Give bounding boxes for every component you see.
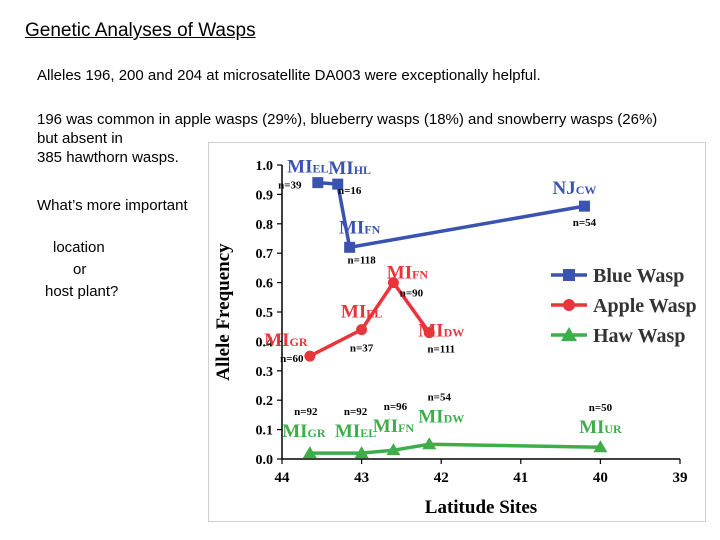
legend-label: Haw Wasp [593,325,685,347]
data-point [423,327,435,339]
site-label: MIGR [264,330,308,351]
x-tick-label: 43 [354,470,369,486]
site-label: MIFN [387,263,429,284]
allele-196-line-2: but absent in [37,130,123,147]
slide-title: Genetic Analyses of Wasps [25,20,256,41]
x-tick-label: 44 [275,470,291,486]
series-line [317,180,585,250]
data-point [386,443,401,456]
sample-size-label: n=16 [338,185,362,197]
y-tick-label: 0.5 [256,306,274,321]
importance-question: What’s more important [37,197,188,214]
x-tick-label: 39 [673,470,688,486]
legend-marker [563,269,575,281]
allele-196-paragraph: 196 was common in apple wasps (29%), blu… [37,110,717,167]
sample-size-label: n=90 [400,288,424,300]
legend-marker [563,299,575,311]
sample-size-label: n=37 [350,343,374,355]
chart-svg: 0.0 0.1 0.2 0.3 0.4 0.5 0.6 0.7 0.8 0.9 1.0 44 43 42 4… [213,157,697,518]
data-point [422,437,437,450]
site-subscript: CW [576,183,597,197]
site-subscript: EL [312,162,328,176]
question-or: or [73,261,87,278]
legend-label: Apple Wasp [593,295,697,317]
site-subscript: UR [604,422,622,436]
data-point [344,241,356,253]
legend-label: Blue Wasp [593,265,684,287]
site-subscript: EL [366,307,382,321]
alleles-paragraph: Alleles 196, 200 and 204 at microsatelli… [37,67,541,84]
sample-size-label: n=50 [589,402,613,414]
x-tick-label: 42 [434,470,449,486]
y-tick-label: 0.3 [256,365,274,380]
y-tick-label: 0.4 [256,335,274,350]
site-label: NJCW [553,178,597,199]
y-tick-label: 0.2 [256,394,274,409]
site-subscript: DW [444,411,465,425]
x-tick-label: 40 [593,470,608,486]
site-subscript: HL [354,163,371,177]
site-subscript: GR [290,335,308,349]
site-subscript: DW [444,326,465,340]
sample-size-label: n=96 [384,401,408,413]
allele-frequency-chart: 0.0 0.1 0.2 0.3 0.4 0.5 0.6 0.7 0.8 0.9 1.0 44 43 42 4… [208,142,706,522]
site-subscript: FN [398,421,414,435]
question-host-plant: host plant? [45,283,119,300]
site-subscript: FN [364,222,380,236]
site-label: MIDW [418,321,464,342]
y-axis-label: Allele Frequency [213,243,234,381]
x-tick-label: 41 [513,470,528,486]
sample-size-label: n=92 [344,406,368,418]
site-label: MIDW [418,406,464,427]
data-point [312,177,324,189]
y-tick-label: 1.0 [256,159,274,174]
site-label: MIUR [579,417,622,438]
site-label: MIHL [328,158,371,179]
data-point [356,324,368,336]
site-label: MIGR [282,421,326,442]
series-line [309,279,431,358]
legend-marker [561,327,577,341]
site-label: MIFN [339,217,381,238]
sample-size-label: n=111 [427,344,455,356]
data-point [354,446,369,459]
site-label: MIEL [341,302,382,323]
data-point [593,440,608,453]
site-label: MIFN [373,416,415,437]
question-location: location [53,239,105,256]
site-subscript: FN [412,268,428,282]
y-tick-label: 0.1 [256,424,274,439]
x-axis-label: Latitude Sites [425,497,537,518]
site-label: MIEL [287,157,328,178]
data-point [578,200,590,212]
sample-size-label: n=54 [573,217,597,229]
y-tick-label: 0.9 [256,188,274,203]
y-tick-label: 0.8 [256,218,274,233]
data-point [304,350,316,362]
sample-size-label: n=54 [428,391,452,403]
sample-size-label: n=39 [278,180,302,192]
site-subscript: EL [360,426,376,440]
data-point [302,446,317,459]
allele-196-line-3: 385 hawthorn wasps. [37,149,179,166]
site-subscript: GR [308,426,326,440]
data-point [387,277,399,289]
sample-size-label: n=118 [348,254,377,266]
y-tick-label: 0.7 [256,247,274,262]
data-point [332,178,344,190]
y-tick-label: 0.0 [256,453,274,468]
sample-size-label: n=60 [280,353,304,365]
site-label: MIEL [335,421,376,442]
allele-196-line-1: 196 was common in apple wasps (29%), blu… [37,111,658,128]
y-tick-label: 0.6 [256,277,274,292]
series-line [309,442,601,455]
sample-size-label: n=92 [294,406,318,418]
